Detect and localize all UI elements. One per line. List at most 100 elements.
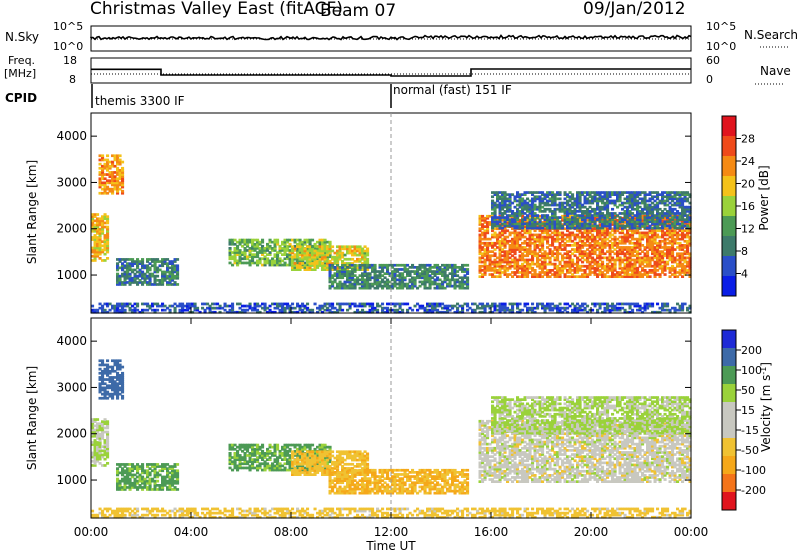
power-cell <box>646 212 650 215</box>
power-cell <box>228 310 232 314</box>
power-cell <box>393 280 397 284</box>
power-cell <box>303 268 307 271</box>
power-cell <box>483 231 487 235</box>
power-cell <box>276 255 280 259</box>
power-cell <box>611 221 615 224</box>
power-cell <box>133 262 137 265</box>
power-cell <box>343 286 347 290</box>
power-cell <box>131 304 135 308</box>
power-cell <box>643 254 647 258</box>
power-cell <box>106 244 110 248</box>
power-cell <box>503 191 507 194</box>
power-cell <box>531 207 535 211</box>
power-cell <box>483 229 487 233</box>
power-cell <box>543 193 547 196</box>
power-cell <box>678 197 682 201</box>
power-cell <box>93 248 97 252</box>
power-cell <box>621 207 625 211</box>
power-cell <box>273 253 277 256</box>
power-cell <box>636 218 640 221</box>
power-cell <box>606 195 610 199</box>
power-cell <box>266 310 270 314</box>
power-cell <box>98 219 102 223</box>
power-cell <box>648 212 652 215</box>
power-cell <box>428 304 432 308</box>
power-cell <box>348 245 352 249</box>
power-cell <box>626 207 630 211</box>
power-cell <box>666 212 670 215</box>
power-cell <box>651 216 655 219</box>
power-cell <box>491 216 495 219</box>
power-cell <box>276 257 280 261</box>
power-cell <box>428 274 432 277</box>
power-cell <box>441 282 445 286</box>
power-cell <box>603 233 607 237</box>
power-cell <box>121 258 125 261</box>
power-cell <box>168 281 172 284</box>
power-cell <box>688 229 692 233</box>
power-cell <box>596 231 600 235</box>
power-cell <box>503 237 507 241</box>
power-cell <box>103 236 107 239</box>
power-cell <box>561 264 565 268</box>
power-cell <box>146 258 150 261</box>
power-cell <box>553 226 557 230</box>
power-cell <box>111 304 115 308</box>
power-cell <box>173 274 177 278</box>
power-cell <box>496 308 500 312</box>
power-cell <box>638 260 642 264</box>
power-cell <box>333 278 337 282</box>
power-cell <box>406 268 410 271</box>
power-cell <box>163 276 167 280</box>
power-cell <box>323 253 327 256</box>
power-cell <box>628 258 632 262</box>
power-cell <box>648 262 652 266</box>
power-cell <box>268 263 272 267</box>
power-cell <box>328 310 332 314</box>
power-cell <box>316 260 320 263</box>
power-cell <box>311 247 315 251</box>
power-cell <box>418 284 422 288</box>
power-cell <box>496 220 500 224</box>
power-cell <box>106 227 110 231</box>
power-cell <box>596 244 600 247</box>
power-cell <box>461 270 465 273</box>
power-cell <box>418 266 422 269</box>
power-cell <box>386 308 390 312</box>
power-cell <box>298 304 302 308</box>
power-cell <box>113 183 117 187</box>
power-cell <box>493 235 497 239</box>
power-cell <box>501 222 505 226</box>
power-cell <box>493 302 497 306</box>
power-cell <box>551 252 555 256</box>
power-cell <box>98 223 102 227</box>
power-cell <box>116 310 120 314</box>
power-cell <box>506 252 510 256</box>
power-cell <box>316 264 320 267</box>
power-cell <box>568 271 572 274</box>
power-cell <box>388 272 392 275</box>
power-cell <box>603 207 607 211</box>
power-cell <box>553 219 557 222</box>
power-cell <box>676 199 680 203</box>
power-cell <box>101 156 105 160</box>
power-cell <box>631 199 635 203</box>
power-cell <box>481 225 485 228</box>
power-cell <box>421 282 425 286</box>
power-cell <box>548 262 552 266</box>
power-cell <box>366 247 370 251</box>
power-cell <box>238 253 242 256</box>
power-cell <box>291 249 295 253</box>
power-cell <box>568 233 572 237</box>
power-cell <box>583 258 587 262</box>
power-cell <box>338 268 342 271</box>
power-cell <box>223 302 227 306</box>
power-cell <box>166 262 170 265</box>
power-cell <box>346 284 350 288</box>
power-cell <box>98 306 102 310</box>
power-cell <box>566 218 570 221</box>
power-cell <box>573 210 577 213</box>
power-cell <box>681 191 685 194</box>
power-cell <box>678 273 682 276</box>
power-cell <box>591 201 595 205</box>
